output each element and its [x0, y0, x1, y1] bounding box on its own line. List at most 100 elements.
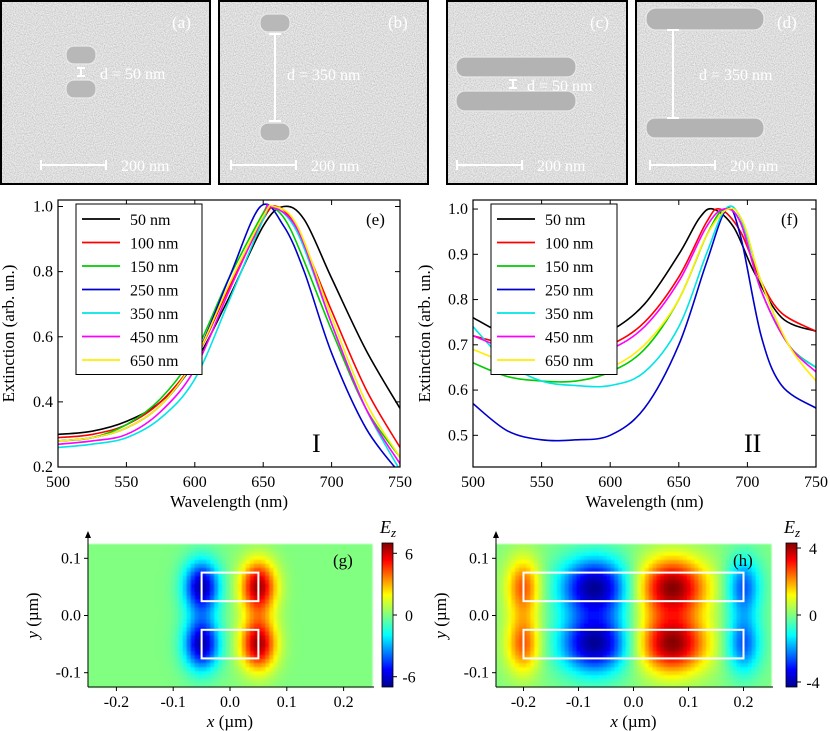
heatmap-cell — [281, 623, 286, 629]
heatmap-cell — [210, 591, 215, 597]
heatmap-cell — [178, 544, 184, 549]
heatmap-cell — [352, 683, 357, 688]
heatmap-cell — [534, 579, 539, 585]
heatmap-cell — [629, 559, 635, 565]
heatmap-cell — [190, 544, 196, 549]
heatmap-cell — [591, 679, 596, 684]
heatmap-cell — [360, 651, 365, 656]
heatmap-cell — [499, 675, 505, 680]
heatmap-cell — [198, 603, 203, 609]
heatmap-cell — [576, 671, 581, 676]
heatmap-cell — [210, 555, 215, 561]
heatmap-cell — [336, 663, 342, 668]
heatmap-cell — [530, 615, 535, 621]
heatmap-cell — [182, 587, 188, 593]
heatmap-cell — [214, 575, 219, 581]
heatmap-cell — [368, 675, 373, 680]
heatmap-cell — [633, 563, 638, 569]
heatmap-cell — [725, 619, 730, 625]
heatmap-cell — [591, 567, 596, 573]
heatmap-cell — [690, 559, 696, 565]
heatmap-cell — [297, 671, 302, 676]
heatmap-cell — [622, 555, 627, 561]
heatmap-cell — [99, 679, 105, 684]
heatmap-cell — [281, 651, 286, 656]
heatmap-cell — [253, 623, 259, 629]
heatmap-cell — [675, 579, 680, 585]
heatmap-cell — [713, 544, 719, 549]
heatmap-cell — [606, 555, 612, 561]
heatmap-cell — [182, 603, 188, 609]
heatmap-cell — [269, 627, 274, 632]
heatmap-cell — [560, 551, 566, 557]
heatmap-cell — [344, 631, 349, 636]
heatmap-cell — [131, 683, 136, 688]
heatmap-cell — [572, 663, 577, 668]
heatmap-cell — [368, 683, 373, 688]
heatmap-cell — [320, 611, 326, 617]
heatmap-cell — [675, 595, 680, 601]
heatmap-cell — [245, 647, 251, 652]
heatmap-cell — [595, 615, 600, 621]
heatmap-cell — [261, 627, 267, 632]
heatmap-cell — [352, 571, 357, 577]
heatmap-cell — [690, 571, 696, 577]
heatmap-cell — [534, 555, 539, 561]
heatmap-cell — [170, 575, 176, 581]
heatmap-cell — [698, 575, 703, 581]
heatmap-cell — [190, 583, 196, 589]
heatmap-cell — [641, 611, 646, 617]
heatmap-cell — [549, 595, 554, 601]
heatmap-cell — [166, 583, 172, 589]
heatmap-cell — [515, 671, 520, 676]
heatmap-cell — [496, 675, 501, 680]
heatmap-cell — [332, 635, 338, 640]
heatmap-cell — [541, 544, 547, 549]
heatmap-cell — [652, 675, 658, 680]
heatmap-cell — [660, 643, 665, 648]
heatmap-cell — [249, 607, 255, 613]
heatmap-cell — [690, 611, 696, 617]
heatmap-cell — [115, 615, 121, 621]
heatmap-cell — [206, 583, 211, 589]
heatmap-cell — [549, 651, 554, 656]
heatmap-cell — [364, 683, 369, 688]
heatmap-cell — [328, 647, 334, 652]
heatmap-cell — [602, 607, 608, 613]
heatmap-cell — [686, 615, 692, 621]
heatmap-cell — [210, 635, 215, 640]
heatmap-cell — [591, 663, 596, 668]
heatmap-cell — [324, 639, 330, 644]
heatmap-cell — [174, 583, 180, 589]
heatmap-cell — [202, 579, 207, 585]
heatmap-cell — [320, 567, 326, 573]
heatmap-cell — [166, 631, 172, 636]
heatmap-cell — [702, 583, 707, 589]
heatmap-cell — [202, 575, 207, 581]
heatmap-cell — [560, 615, 566, 621]
heatmap-cell — [686, 631, 692, 636]
panel-label: (b) — [388, 13, 408, 32]
heatmap-cell — [230, 544, 235, 549]
heatmap-cell — [340, 575, 345, 581]
heatmap-cell — [202, 683, 207, 688]
heatmap-cell — [340, 559, 345, 565]
heatmap-cell — [91, 663, 97, 668]
heatmap-cell — [583, 611, 589, 617]
heatmap-cell — [364, 559, 369, 565]
heatmap-cell — [147, 547, 152, 553]
heatmap-cell — [143, 583, 148, 589]
y-tick-label: 0.0 — [61, 608, 81, 625]
heatmap-cell — [194, 679, 200, 684]
heatmap-cell — [143, 631, 148, 636]
heatmap-cell — [222, 667, 227, 672]
heatmap-cell — [352, 579, 357, 585]
heatmap-cell — [725, 559, 730, 565]
heatmap-cell — [320, 599, 326, 605]
heatmap-cell — [694, 615, 700, 621]
heatmap-cell — [304, 591, 310, 597]
heatmap-cell — [233, 663, 239, 668]
heatmap-cell — [111, 583, 117, 589]
heatmap-cell — [614, 671, 619, 676]
heatmap-cell — [348, 591, 353, 597]
